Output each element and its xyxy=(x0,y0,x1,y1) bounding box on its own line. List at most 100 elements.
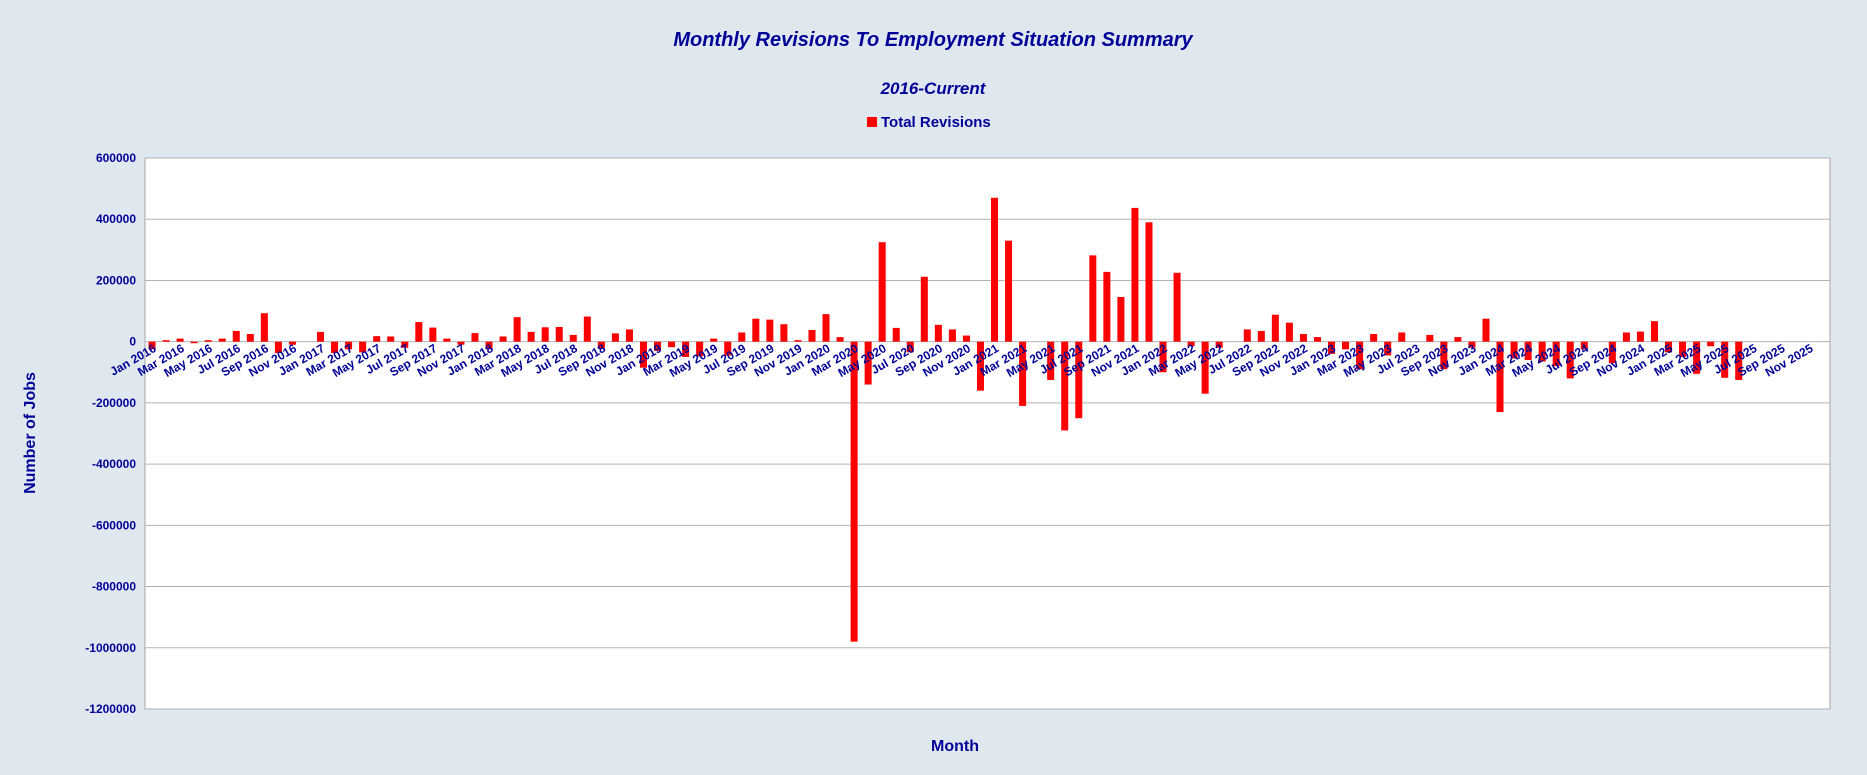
bar xyxy=(794,340,802,342)
bar xyxy=(948,329,956,342)
bar xyxy=(1145,222,1153,342)
bar xyxy=(288,341,296,345)
bar xyxy=(892,327,900,342)
y-tick-label: 400000 xyxy=(96,212,136,226)
bar xyxy=(625,329,633,342)
bar xyxy=(1285,322,1293,342)
y-tick-label: -600000 xyxy=(92,518,136,532)
bar xyxy=(906,341,914,353)
bar xyxy=(1538,341,1546,362)
bar xyxy=(1580,341,1588,350)
bar xyxy=(1159,341,1167,373)
bar xyxy=(808,330,816,342)
bar xyxy=(1117,296,1125,342)
bar xyxy=(1440,341,1448,370)
bar xyxy=(1215,341,1223,348)
chart-subtitle: 2016-Current xyxy=(880,79,987,98)
bar xyxy=(1622,332,1630,342)
bar xyxy=(668,341,676,348)
bar xyxy=(1061,341,1069,431)
bar xyxy=(1243,329,1251,342)
bar xyxy=(991,197,999,342)
bar xyxy=(1426,334,1434,342)
bar xyxy=(934,324,942,342)
bar xyxy=(822,314,830,342)
bar xyxy=(1356,341,1364,370)
y-tick-label: -200000 xyxy=(92,396,136,410)
bar xyxy=(836,337,844,342)
bar xyxy=(878,242,886,342)
bar xyxy=(331,341,339,353)
bar xyxy=(541,327,549,342)
bar xyxy=(583,316,591,342)
bar xyxy=(1468,341,1476,348)
bar xyxy=(1693,341,1701,374)
bar xyxy=(1201,341,1209,394)
bar xyxy=(1047,341,1055,380)
bar xyxy=(1103,271,1111,342)
bar xyxy=(555,326,563,342)
bar xyxy=(1636,331,1644,342)
bar xyxy=(359,341,367,353)
bar xyxy=(1665,341,1673,353)
bar xyxy=(611,333,619,342)
bar xyxy=(920,276,928,342)
bar xyxy=(1552,341,1560,367)
bar xyxy=(204,340,212,342)
bar xyxy=(752,318,760,342)
bar xyxy=(317,331,325,342)
bar xyxy=(1187,341,1195,347)
bar xyxy=(1721,341,1729,378)
bar xyxy=(148,341,156,350)
bar xyxy=(457,341,465,345)
bar xyxy=(1299,334,1307,342)
bar xyxy=(962,335,970,342)
bar xyxy=(724,341,732,356)
bars xyxy=(148,197,1743,642)
bar xyxy=(1271,314,1279,342)
bar xyxy=(499,336,507,342)
y-axis-ticks: 600000 400000 200000 0 -200000 -400000 -600000… xyxy=(85,151,136,716)
legend: Total Revisions xyxy=(867,114,991,131)
legend-label: Total Revisions xyxy=(881,114,991,131)
bar xyxy=(654,341,662,351)
bar xyxy=(1075,341,1083,419)
bar xyxy=(1524,341,1532,361)
bar xyxy=(345,341,353,350)
bar xyxy=(1454,337,1462,342)
bar xyxy=(682,341,690,357)
y-tick-label: -400000 xyxy=(92,457,136,471)
y-tick-label: -800000 xyxy=(92,580,136,594)
y-tick-label: -1000000 xyxy=(85,641,136,655)
bar xyxy=(387,336,395,342)
bar xyxy=(1707,341,1715,347)
bar xyxy=(639,341,647,368)
bar xyxy=(1313,337,1321,342)
bar xyxy=(274,341,282,353)
bar xyxy=(513,317,521,342)
bar xyxy=(710,338,718,342)
bar xyxy=(527,331,535,342)
bar xyxy=(1735,341,1743,380)
bar xyxy=(1328,341,1336,354)
y-axis-label: Number of Jobs xyxy=(22,372,39,494)
bar xyxy=(696,341,704,357)
gridlines xyxy=(145,157,1830,710)
bar xyxy=(1482,318,1490,342)
bar xyxy=(569,334,577,342)
bar xyxy=(415,322,423,342)
bar xyxy=(246,334,254,342)
y-tick-label: 600000 xyxy=(96,151,136,165)
bar xyxy=(1650,321,1658,342)
bar xyxy=(1131,207,1139,342)
bar xyxy=(1384,341,1392,356)
bar xyxy=(429,327,437,342)
bar xyxy=(1005,240,1013,342)
bar xyxy=(1370,334,1378,342)
y-tick-label: -1200000 xyxy=(85,702,136,716)
bar xyxy=(1257,330,1265,342)
y-tick-label: 200000 xyxy=(96,273,136,287)
bar xyxy=(485,341,493,350)
bar xyxy=(471,333,479,342)
